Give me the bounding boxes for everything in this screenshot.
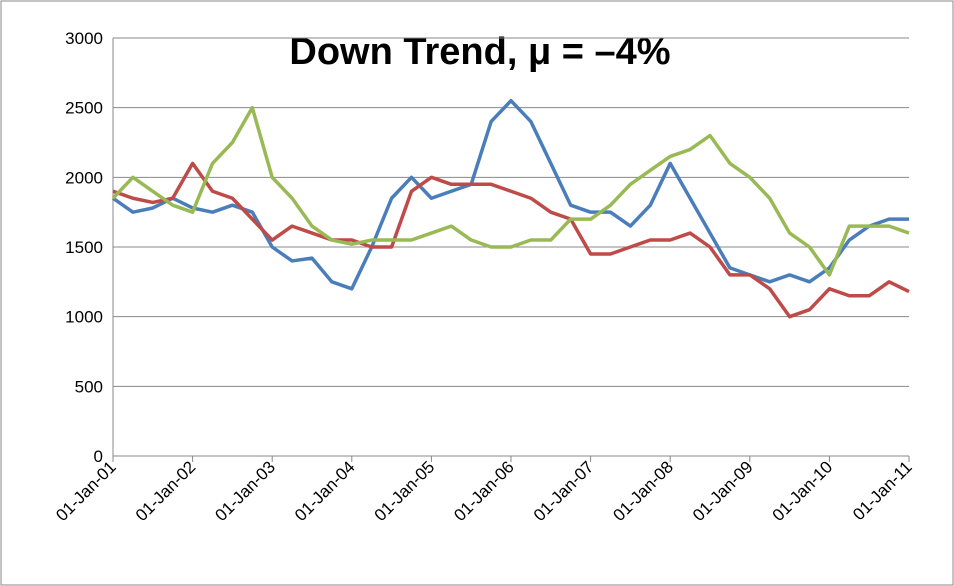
y-tick-label: 3000 — [65, 29, 103, 48]
chart-title: Down Trend, μ = –4% — [289, 31, 670, 73]
y-tick-label: 2000 — [65, 168, 103, 187]
y-tick-label: 0 — [94, 447, 103, 466]
y-tick-label: 2500 — [65, 99, 103, 118]
data-line — [112, 161, 910, 319]
y-tick-label: 1500 — [65, 238, 103, 257]
y-tick-label: 500 — [75, 377, 103, 396]
y-tick-label: 1000 — [65, 308, 103, 327]
data-line — [111, 105, 910, 277]
